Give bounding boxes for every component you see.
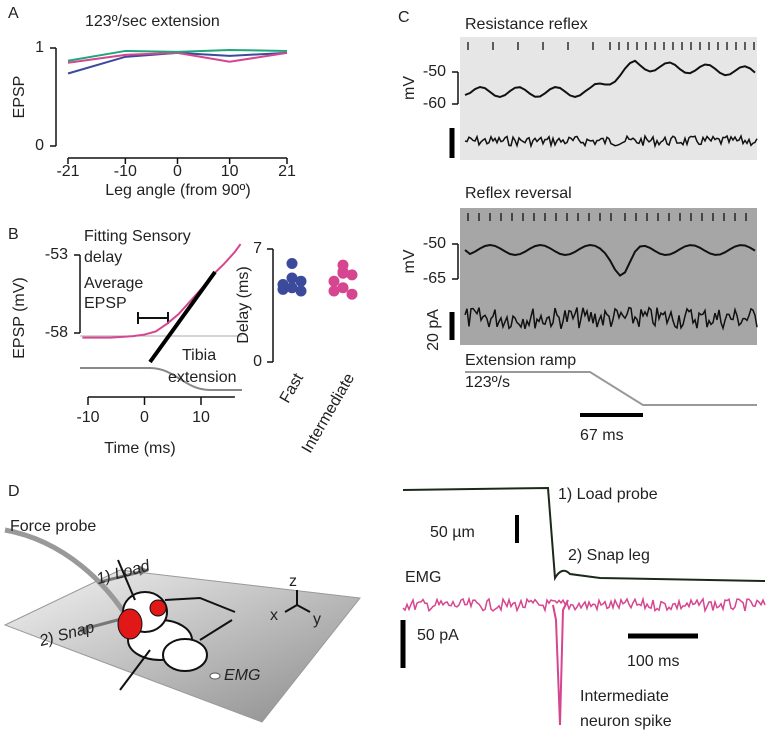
panel-title: Reflex reversal [465, 185, 572, 202]
dot [295, 285, 307, 297]
voltage-trace [464, 59, 756, 99]
label: 50 µm [430, 524, 475, 541]
y-tick-label: -53 [45, 246, 68, 263]
label: Extension ramp [465, 352, 576, 369]
panel-letter: B [8, 226, 19, 243]
label: 2) Snap leg [568, 547, 650, 564]
label: neuron spike [580, 713, 672, 730]
dot [286, 272, 298, 284]
dot [286, 258, 298, 270]
dot [337, 282, 349, 294]
probe-trace [402, 486, 766, 582]
emg-trace [402, 596, 766, 614]
panel-letter: A [8, 5, 19, 22]
y-tick-label: 0 [253, 353, 262, 370]
y-axis-title: Delay (ms) [235, 266, 252, 343]
label: delay [84, 249, 122, 266]
x-tick-label: 0 [140, 409, 149, 426]
unit-label: mV [401, 249, 418, 273]
x-tick-label: -10 [76, 409, 99, 426]
x-tick-label: 10 [192, 409, 210, 426]
data-line [67, 48, 288, 62]
y-axis-title: EPSP (mV) [11, 277, 28, 359]
dot [277, 283, 289, 295]
category-label: Fast [277, 370, 308, 406]
x-axis-title: Leg angle (from 90º) [105, 182, 250, 199]
category-label: Intermediate [299, 371, 358, 457]
voltage-trace [464, 243, 756, 277]
label: y [313, 611, 321, 628]
label: 50 pA [417, 627, 459, 644]
epsp-trace [82, 243, 242, 339]
dot [346, 288, 358, 300]
y-tick-label: 0 [35, 137, 44, 154]
label: extension [168, 369, 237, 386]
x-axis-title: Time (ms) [104, 440, 175, 457]
tibia-trace [80, 367, 242, 391]
current-trace [464, 133, 758, 149]
panel-c-box-2 [460, 208, 757, 345]
dot [286, 282, 298, 294]
unit-label: mV [401, 76, 418, 100]
y-tick-label: -60 [423, 95, 446, 112]
scale-label: 20 pA [425, 309, 442, 351]
panel-letter: D [8, 483, 20, 500]
y-tick-label: -58 [45, 324, 68, 341]
fly-illustration [3, 527, 361, 723]
x-tick-label: -21 [56, 163, 79, 180]
label: Intermediate [580, 688, 669, 705]
y-axis-title: EPSP [11, 76, 28, 119]
dot [295, 275, 307, 287]
y-tick-label: 7 [253, 240, 262, 257]
label: Tibia [182, 347, 216, 364]
label: EMG [405, 569, 441, 586]
label: EMG [224, 667, 260, 684]
dot [328, 275, 340, 287]
label: 1) Load probe [558, 486, 658, 503]
label: 67 ms [580, 427, 624, 444]
dot [337, 267, 349, 279]
y-tick-label: -65 [423, 270, 446, 287]
label: 100 ms [627, 653, 679, 670]
label: EPSP [84, 295, 127, 312]
x-tick-label: 21 [278, 163, 296, 180]
y-tick-label: -50 [423, 235, 446, 252]
y-tick-label: -50 [423, 63, 446, 80]
y-tick-label: 1 [35, 39, 44, 56]
chart-title: 123º/sec extension [85, 13, 220, 30]
panel-letter: C [398, 9, 410, 26]
ramp-trace [465, 371, 757, 406]
fit-line [148, 270, 217, 364]
x-tick-label: 0 [173, 163, 182, 180]
current-trace [464, 306, 758, 331]
x-tick-label: -10 [114, 163, 137, 180]
label: Fitting Sensory [84, 228, 191, 245]
label: z [289, 573, 297, 590]
spike [552, 599, 569, 726]
x-tick-label: 10 [221, 163, 239, 180]
dot [328, 285, 340, 297]
label: Average [84, 275, 143, 292]
label: 123º/s [465, 374, 510, 391]
panel-c-box-1 [460, 37, 757, 160]
label: Force probe [10, 518, 96, 535]
panel-title: Resistance reflex [465, 16, 588, 33]
dot [346, 269, 358, 281]
label: x [270, 607, 278, 624]
